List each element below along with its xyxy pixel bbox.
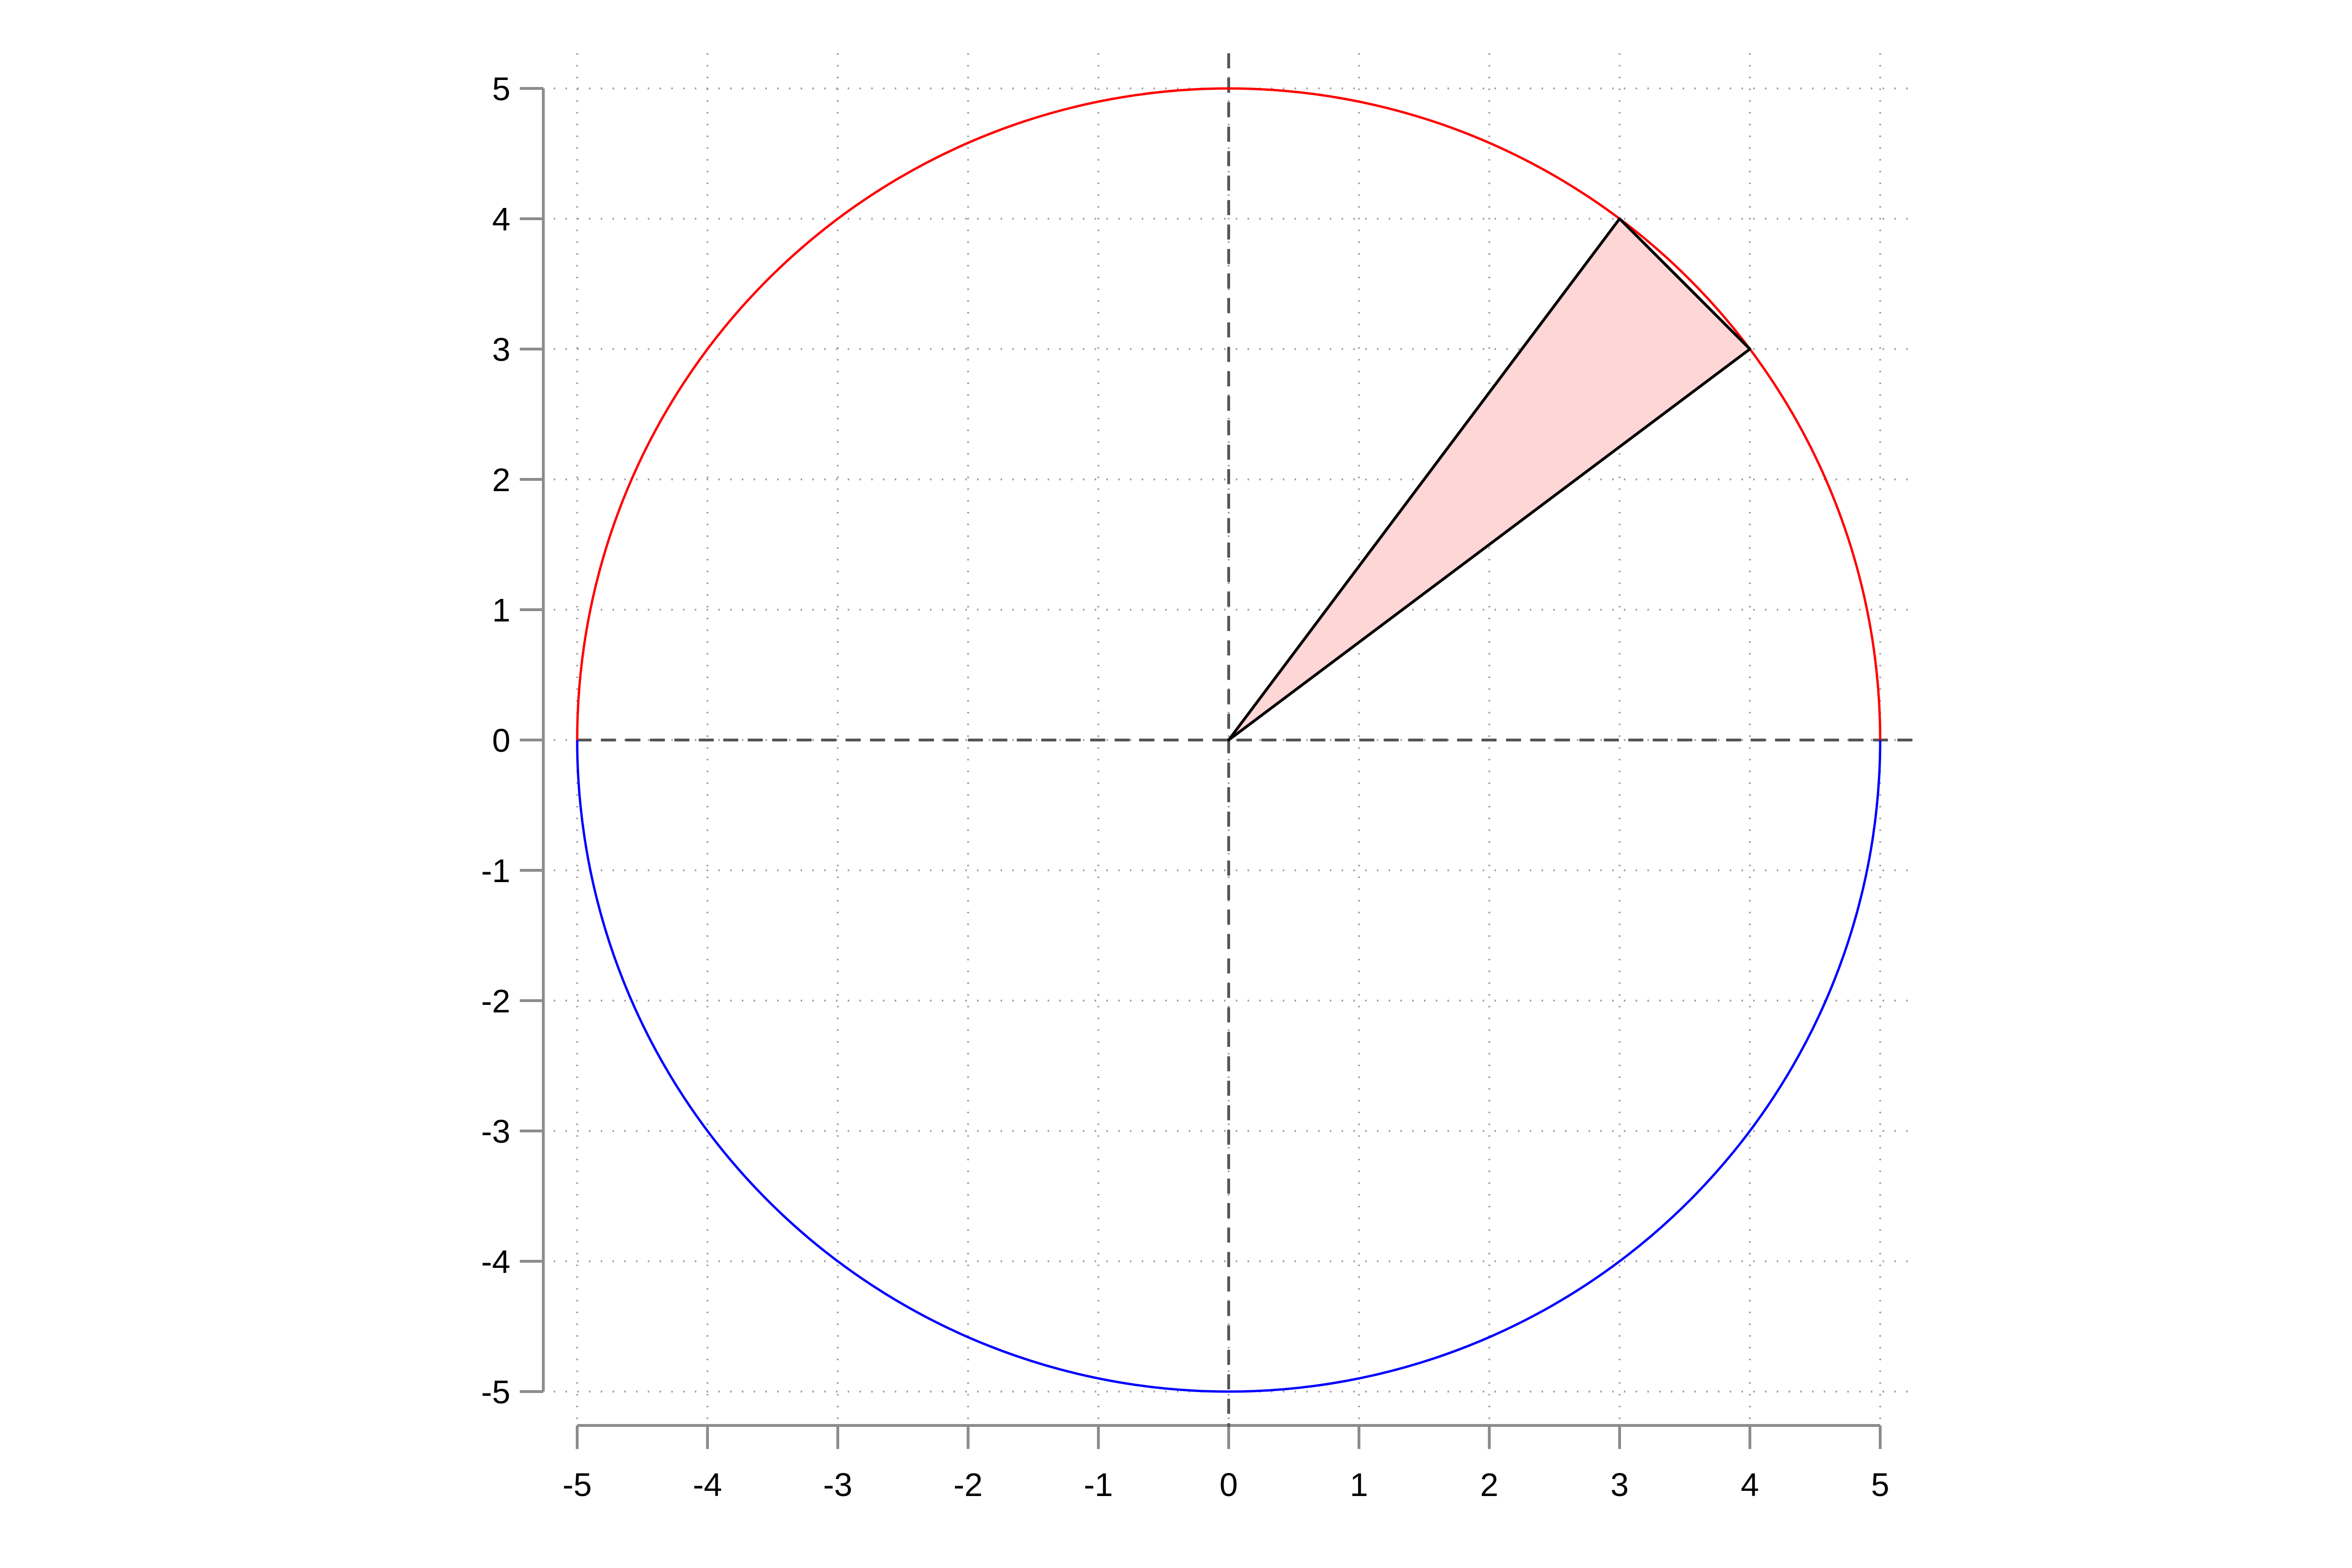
x-tick-label: 0 (1220, 1466, 1238, 1503)
x-tick-label: 1 (1350, 1466, 1368, 1503)
y-tick-label: 0 (492, 722, 510, 759)
y-tick-label: 5 (492, 71, 510, 107)
reference-lines (576, 53, 1915, 1427)
lower-semicircle (576, 740, 1882, 1393)
y-tick-label: -1 (481, 852, 510, 889)
x-tick-label: 5 (1871, 1466, 1890, 1503)
y-tick-label: -5 (481, 1374, 510, 1410)
x-tick-label: -4 (693, 1466, 722, 1503)
tick-labels: -5 -4 -3 -2 -1 0 1 2 3 4 5 -5 -4 -3 -2 -1 0 1 2 3 4 5 (481, 71, 1890, 1503)
y-tick-label: 2 (492, 462, 510, 498)
circle-curves (576, 87, 1882, 1393)
x-tick-label: -2 (954, 1466, 983, 1503)
x-tick-label: -3 (823, 1466, 852, 1503)
x-tick-label: 2 (1480, 1466, 1499, 1503)
x-tick-label: -1 (1084, 1466, 1113, 1503)
y-tick-label: 4 (492, 201, 510, 238)
y-tick-label: 3 (492, 331, 510, 368)
y-tick-label: 1 (492, 592, 510, 629)
y-tick-label: -4 (481, 1243, 510, 1280)
x-tick-label: -5 (563, 1466, 592, 1503)
shaded-triangle (1227, 217, 1751, 741)
y-tick-label: -3 (481, 1113, 510, 1150)
upper-semicircle (576, 87, 1882, 740)
y-tick-label: -2 (481, 983, 510, 1019)
x-tick-label: 4 (1741, 1466, 1759, 1503)
triangle-polygon (1227, 217, 1751, 741)
x-tick-label: 3 (1611, 1466, 1629, 1503)
